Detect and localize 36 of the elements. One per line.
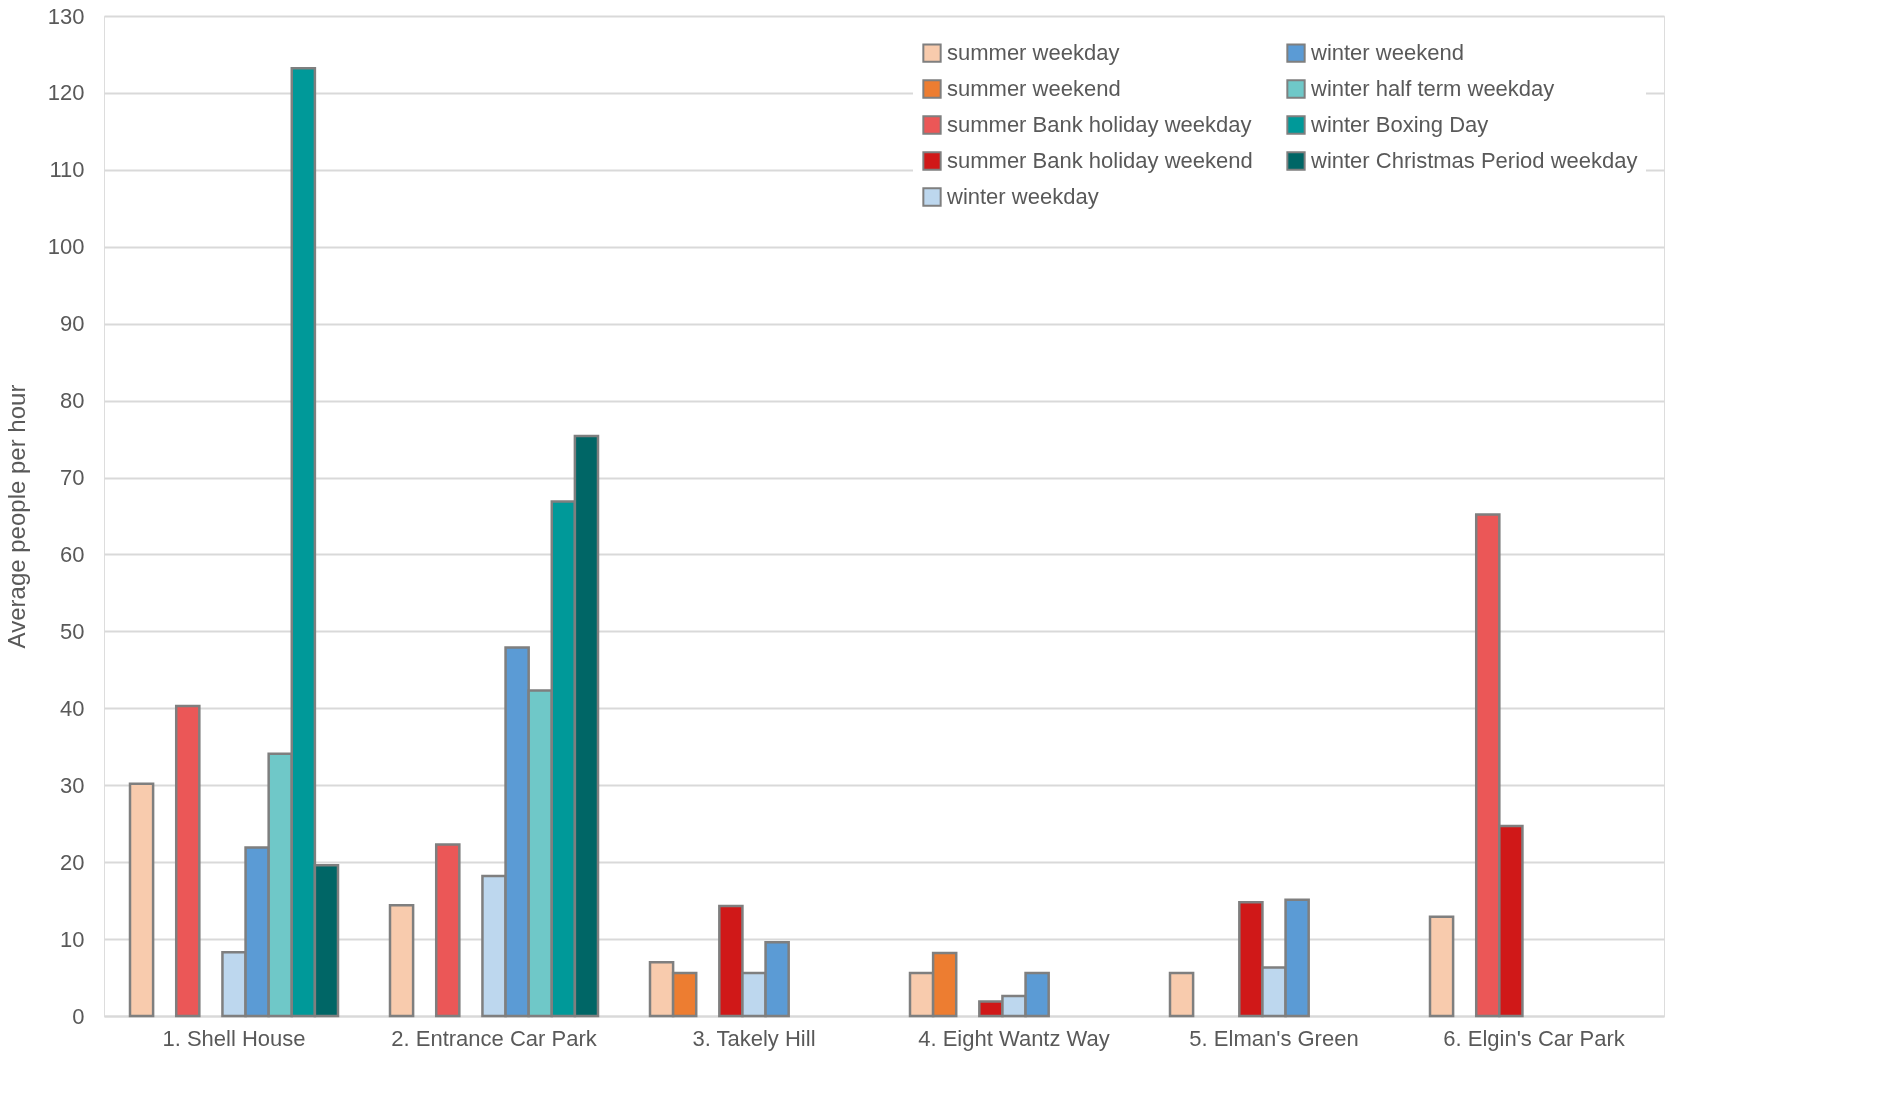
bar (128, 782, 155, 1018)
legend-label: summer Bank holiday weekday (947, 112, 1252, 137)
y-tick-label: 80 (60, 388, 85, 414)
y-tick-label: 20 (60, 849, 85, 875)
x-tick-label: 1. Shell House (162, 1025, 306, 1051)
x-tick-label: 5. Elman's Green (1189, 1025, 1359, 1051)
bar (174, 704, 201, 1018)
x-tick-label: 3. Takely Hill (692, 1025, 816, 1051)
legend-label: summer weekend (947, 76, 1121, 101)
y-tick-label: 40 (60, 695, 85, 721)
bar (1428, 915, 1455, 1018)
y-tick-label: 10 (60, 926, 85, 952)
y-tick-label: 30 (60, 772, 85, 798)
y-tick-label: 60 (60, 541, 85, 567)
x-tick-label: 2. Entrance Car Park (391, 1025, 598, 1051)
y-tick-label: 110 (49, 157, 85, 183)
bar (1168, 971, 1195, 1018)
y-tick-label: 50 (60, 618, 85, 644)
legend-label: winter weekday (946, 184, 1099, 209)
y-tick-label: 100 (47, 234, 85, 260)
legend-label: winter half term weekday (1310, 76, 1555, 101)
legend-label: winter weekend (1310, 40, 1464, 66)
legend-label: summer Bank holiday weekend (947, 148, 1253, 173)
y-tick-label: 120 (47, 80, 85, 106)
x-tick-label: 6. Elgin's Car Park (1443, 1025, 1626, 1051)
bar (388, 903, 415, 1018)
y-tick-label: 70 (60, 465, 85, 491)
bar (434, 843, 461, 1018)
legend-label: winter Christmas Period weekday (1310, 148, 1638, 173)
legend-label: winter Boxing Day (1310, 112, 1489, 137)
y-tick-label: 0 (72, 1003, 85, 1029)
y-tick-label: 90 (60, 311, 85, 337)
y-tick-label: 130 (47, 3, 85, 29)
legend-label: summer weekday (947, 40, 1120, 66)
x-tick-label: 4. Eight Wantz Way (918, 1025, 1110, 1051)
y-axis-title: Average people per hour (2, 384, 30, 649)
